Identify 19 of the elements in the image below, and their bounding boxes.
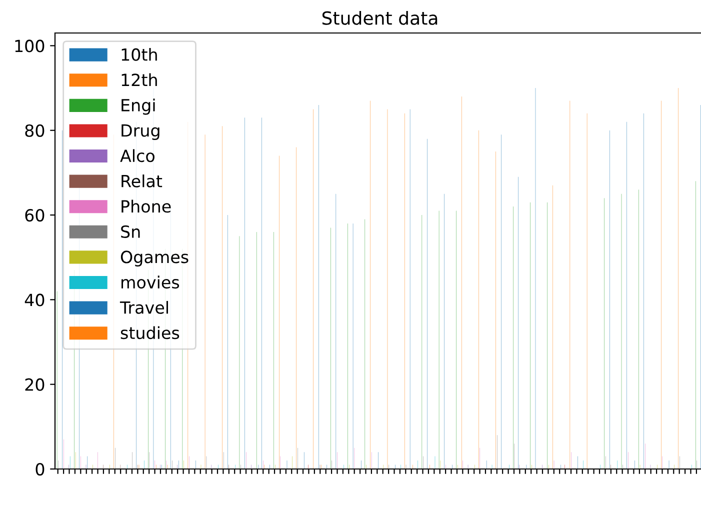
legend-label: Engi (122, 98, 155, 115)
chart-title: Student data (322, 10, 438, 25)
legend-label: Ogames (120, 250, 188, 267)
legend-label: movies (122, 276, 180, 289)
legend-label: Alco (120, 149, 154, 162)
y-tick-label: 0 (36, 462, 44, 476)
legend-label: Relat (122, 174, 162, 188)
legend-label: Drug (122, 124, 160, 140)
y-tick-label: 40 (24, 294, 44, 306)
y-tick-label: 80 (25, 124, 44, 137)
y-tick-label: 20 (25, 378, 44, 391)
legend-label: Sn (121, 225, 140, 238)
y-tick-label: 100 (15, 40, 44, 52)
y-tick-label: 60 (25, 208, 44, 222)
legend-label: 10th (122, 48, 157, 61)
legend-label: 12th (122, 73, 157, 86)
legend-label: studies (120, 326, 180, 340)
legend-label: Travel (120, 300, 168, 314)
legend-label: Phone (122, 200, 171, 213)
